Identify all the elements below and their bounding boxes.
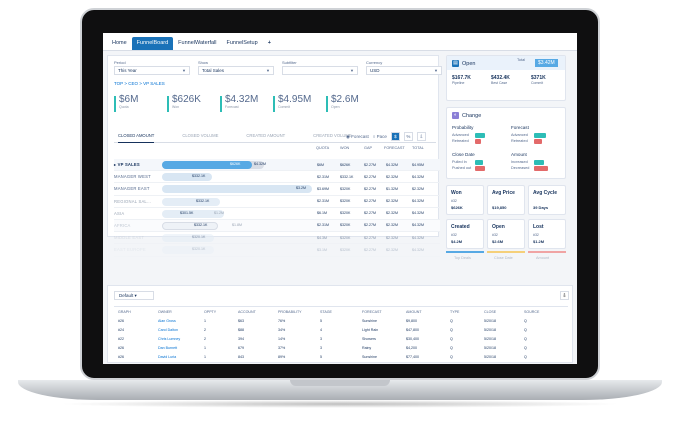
metric-quota: $6M Quota — [114, 94, 167, 122]
percent-toggle[interactable]: % — [403, 132, 413, 141]
metric-forecast: $4.32M Forecast — [220, 94, 273, 122]
kpi-open[interactable]: Open #32 $2.6M — [487, 219, 525, 249]
view-toggles: ◉ Forecast ○ Pace $ % ⇩ — [346, 132, 426, 141]
forecast-retreated-bar — [534, 139, 542, 144]
table-row[interactable]: #22 Chris Lumney 2 394 14% 3 Showers $30,400 Q 5/… — [118, 337, 527, 341]
metric-commit: $4.95M Commit — [273, 94, 326, 122]
table-row[interactable]: #26 Dan Burnett 1 679 37% 3 Rainy $4,200 Q 5/20/1… — [118, 346, 527, 350]
table-row[interactable]: #24 Carol Dalton 2 $88 34% 4 Light Rain $47,800… — [118, 328, 527, 332]
open-card[interactable]: ▤ Open Total $3.42M $167.7K Pipeline $432.… — [446, 55, 566, 101]
kpi-lost[interactable]: Lost #32 $1.2M — [528, 219, 566, 249]
chevron-down-icon: ▼ — [182, 68, 186, 73]
kpi-avg-cycle[interactable]: Avg Cycle 39 Days — [528, 185, 566, 215]
table-header: GRAPH OWNER OPPTY ACCOUNT PROBABILITY STAGE FO… — [118, 310, 540, 314]
laptop-notch — [290, 380, 390, 386]
table-row[interactable]: #26 David Luria 1 843 89% 5 Sunshine $77,400 Q 5/… — [118, 355, 527, 359]
forecast-advanced-bar — [534, 133, 546, 138]
tab-funnelsetup[interactable]: FunnelSetup — [226, 40, 258, 46]
tab-closed-amount[interactable]: CLOSED AMOUNT — [118, 133, 155, 143]
col-quota: QUOTA — [316, 146, 330, 150]
increased-bar — [534, 160, 544, 165]
kpi-avg-price[interactable]: Avg Price $19,850 — [487, 185, 525, 215]
tab-closed-volume[interactable]: CLOSED VOLUME — [182, 133, 219, 138]
col-total: TOTAL — [412, 146, 424, 150]
open-total-badge: $3.42M — [535, 59, 558, 67]
pulled-in-bar — [475, 160, 483, 165]
laptop-base — [18, 380, 662, 400]
metric-tabs: CLOSED AMOUNT CLOSED VOLUME CREATED AMOU… — [114, 133, 436, 143]
forecast-radio[interactable]: ◉ Forecast — [346, 133, 369, 139]
decreased-bar — [534, 166, 548, 171]
top-deals-bar — [446, 251, 484, 253]
close-date-label[interactable]: Close Date — [494, 256, 513, 260]
funnel-row[interactable]: ASIA $301.5K $1.2M $6.1M $320K $2.27M $2.32… — [114, 208, 440, 220]
tab-bar: Home FunnelBoard FunnelWaterfall FunnelS… — [103, 33, 577, 51]
tab-created-volume[interactable]: CREATED VOLUME — [313, 133, 352, 138]
funnel-row[interactable]: MANAGER WEST $332.1K $2.31M $332.1K $2.27M… — [114, 171, 440, 184]
tab-funnelwaterfall[interactable]: FunnelWaterfall — [178, 40, 217, 46]
deals-table: Default ▾ ⇩ GRAPH OWNER OPPTY ACCOUNT PROBAB… — [107, 285, 573, 363]
funnel-row[interactable]: MIDDLE EAST $320.1K $4.3M $320K $2.27M $2.3… — [114, 232, 440, 245]
view-select[interactable]: Default ▾ — [114, 291, 154, 300]
filter-currency[interactable]: Currency USD ▼ — [366, 60, 442, 75]
filter-period[interactable]: Period This Year ▼ — [114, 60, 190, 75]
dollar-toggle[interactable]: $ — [390, 132, 400, 141]
funnel-icon: ▤ — [452, 60, 459, 67]
change-icon: ◐ — [452, 112, 459, 119]
funnel-row[interactable]: AFRICA $332.1K $1.8M $2.31M $320K $2.27M $2… — [114, 219, 440, 233]
pace-radio[interactable]: ○ Pace — [372, 134, 387, 139]
amount-label[interactable]: Amount — [536, 256, 550, 260]
pushed-out-bar — [475, 166, 485, 171]
top-deals-label[interactable]: Top Deals — [454, 256, 471, 260]
col-won: WON — [340, 146, 350, 150]
tab-funnelboard[interactable]: FunnelBoard — [131, 37, 174, 50]
funnel-row[interactable]: EAST EUROPE $320.1K $3.1M $320K $2.27M $2.3… — [114, 244, 440, 257]
chevron-down-icon: ▼ — [266, 68, 270, 73]
add-tab-button[interactable]: + — [267, 40, 271, 46]
tab-created-amount[interactable]: CREATED AMOUNT — [246, 133, 286, 138]
chevron-down-icon: ▼ — [350, 68, 354, 73]
retreated-bar — [475, 139, 481, 144]
table-row[interactable]: #26 Alan Gross 1 $63 76% 5 Sunshine $9,800 Q 5/20… — [118, 319, 527, 323]
close-date-bar — [487, 251, 525, 253]
metric-row: $6M Quota $626K Won $4.32M Forecast $4.95M C… — [114, 94, 379, 122]
filter-subfilter[interactable]: Subfilter ▼ — [282, 60, 358, 75]
kpi-won[interactable]: Won #32 $626K — [446, 185, 484, 215]
change-card[interactable]: ◐ Change Probability Forecast Advanced Re… — [446, 107, 566, 179]
export-icon[interactable]: ⇩ — [416, 132, 426, 141]
advanced-bar — [475, 133, 485, 138]
metric-open: $2.6M Open — [326, 94, 379, 122]
app-screen: Home FunnelBoard FunnelWaterfall FunnelS… — [103, 33, 577, 364]
filter-show[interactable]: Show Total Sales ▼ — [198, 60, 274, 75]
funnel-rows: ▸ VP SALES $626K $4.32M $6M $626K $2.27M $4… — [114, 159, 440, 257]
tab-home[interactable]: Home — [112, 40, 127, 46]
download-icon[interactable]: ⇩ — [560, 291, 569, 300]
col-gap: GAP — [364, 146, 373, 150]
funnel-panel: Period This Year ▼ Show Total Sales ▼ Subfil… — [107, 55, 442, 257]
col-forecast: FORECAST — [384, 146, 405, 150]
chevron-down-icon: ▼ — [434, 68, 438, 73]
laptop-shadow — [58, 400, 622, 408]
metric-won: $626K Won — [167, 94, 220, 122]
funnel-row[interactable]: MANAGER EAST $3.2M $3.69M $320K $2.27M $1.3… — [114, 183, 440, 196]
funnel-row[interactable]: REGIONAL SAL... $332.1K $2.31M $320K $2.27… — [114, 196, 440, 208]
funnel-row[interactable]: ▸ VP SALES $626K $4.32M $6M $626K $2.27M $4… — [114, 159, 440, 172]
summary-panel: ▤ Open Total $3.42M $167.7K Pipeline $432.… — [446, 55, 572, 303]
amount-bar — [528, 251, 566, 253]
breadcrumb[interactable]: TOP > CEO > VP SALES — [114, 81, 165, 86]
kpi-created[interactable]: Created #32 $4.2M — [446, 219, 484, 249]
filter-bar: Period This Year ▼ Show Total Sales ▼ Subfil… — [114, 60, 442, 75]
